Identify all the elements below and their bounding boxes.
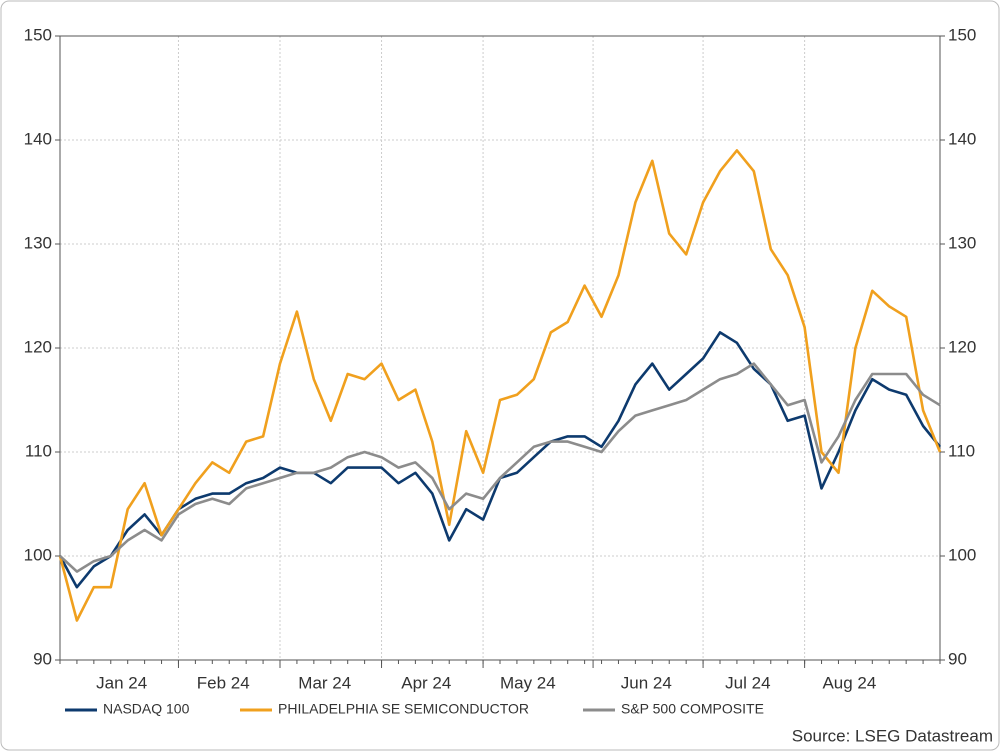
series-line <box>59 362 941 573</box>
y-tick-label: 130 <box>24 233 52 252</box>
y-tick-label: 150 <box>24 25 52 44</box>
x-tick-label: Jul 24 <box>725 673 770 692</box>
x-tick-label: Feb 24 <box>197 673 250 692</box>
y-tick-label: 90 <box>33 649 52 668</box>
legend-label: PHILADELPHIA SE SEMICONDUCTOR <box>278 701 529 717</box>
y2-tick-label: 150 <box>948 25 976 44</box>
x-tick-label: Mar 24 <box>298 673 351 692</box>
y2-tick-label: 100 <box>948 545 976 564</box>
y-tick-label: 110 <box>25 441 52 460</box>
y-tick-label: 140 <box>24 129 52 148</box>
x-tick-label: May 24 <box>500 673 556 692</box>
legend-label: S&P 500 COMPOSITE <box>621 701 764 717</box>
y2-tick-label: 120 <box>948 337 976 356</box>
legend-label: NASDAQ 100 <box>103 701 190 717</box>
y2-tick-label: 130 <box>948 233 976 252</box>
source-note: Source: LSEG Datastream <box>792 726 993 745</box>
y-tick-label: 120 <box>24 337 52 356</box>
plot-border <box>59 35 941 661</box>
y2-tick-label: 90 <box>948 649 967 668</box>
x-tick-label: Aug 24 <box>822 673 876 692</box>
x-tick-label: Jun 24 <box>621 673 672 692</box>
x-tick-label: Apr 24 <box>401 673 451 692</box>
legend: NASDAQ 100 PHILADELPHIA SE SEMICONDUCTOR S… <box>65 701 764 717</box>
y-tick-label: 100 <box>24 545 52 564</box>
y2-tick-label: 110 <box>948 441 975 460</box>
x-tick-label: Jan 24 <box>96 673 147 692</box>
series-line <box>58 149 942 622</box>
y2-tick-label: 140 <box>948 129 976 148</box>
